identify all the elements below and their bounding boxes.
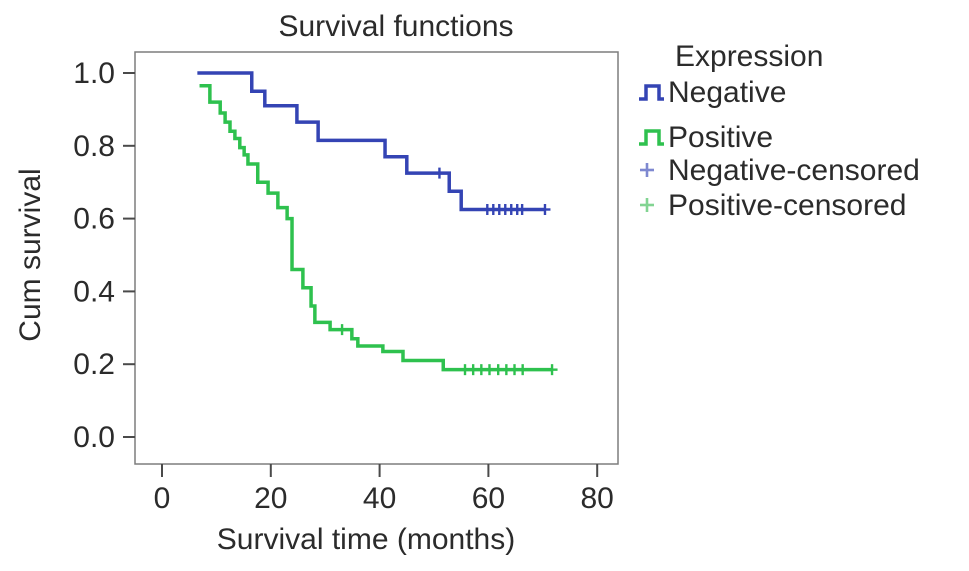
legend-item-positive: Positive xyxy=(639,121,773,154)
x-tick-label: 20 xyxy=(254,482,287,515)
y-tick-label: 0.0 xyxy=(73,421,115,454)
y-axis-ticks: 0.0 0.2 0.4 0.6 0.8 1.0 xyxy=(73,57,135,454)
step-line-icon xyxy=(639,84,664,101)
plus-icon xyxy=(640,163,654,177)
legend-item-negative-censored: Negative-censored xyxy=(640,154,920,187)
curve-negative xyxy=(197,71,545,212)
y-tick-label: 0.6 xyxy=(73,203,115,236)
legend-header: Expression xyxy=(675,40,823,73)
y-tick-label: 0.8 xyxy=(73,130,115,163)
step-line-icon xyxy=(639,129,664,146)
y-tick-label: 1.0 xyxy=(73,57,115,90)
legend-item-label: Positive xyxy=(668,121,773,154)
chart-title: Survival functions xyxy=(278,10,513,43)
legend-item-label: Negative-censored xyxy=(668,154,920,187)
curve-positive xyxy=(199,83,553,372)
x-axis-label: Survival time (months) xyxy=(217,523,515,556)
y-axis-label: Cum survival xyxy=(14,168,47,341)
series-curves xyxy=(197,71,558,376)
x-axis-ticks: 0 20 40 60 80 xyxy=(154,464,614,515)
legend-item-label: Positive-censored xyxy=(668,189,906,222)
plot-area-border xyxy=(134,51,619,465)
legend: Expression Negative PositiveNegative-cens… xyxy=(639,40,920,222)
censored-mark-negative xyxy=(539,204,551,215)
censored-mark-positive xyxy=(546,364,558,376)
legend-item-label: Negative xyxy=(668,76,786,109)
x-tick-label: 40 xyxy=(363,482,396,515)
legend-item-negative: Negative xyxy=(639,76,786,109)
x-tick-label: 80 xyxy=(581,482,614,515)
censored-mark-negative xyxy=(516,204,528,215)
censored-mark-positive xyxy=(336,324,348,336)
y-tick-label: 0.4 xyxy=(73,275,115,308)
x-tick-label: 60 xyxy=(472,482,505,515)
legend-item-positive-censored: Positive-censored xyxy=(640,189,906,222)
censored-mark-negative xyxy=(433,167,445,179)
plus-icon xyxy=(640,198,654,212)
x-tick-label: 0 xyxy=(154,482,171,515)
y-tick-label: 0.2 xyxy=(73,348,115,381)
censored-mark-positive xyxy=(517,364,529,376)
